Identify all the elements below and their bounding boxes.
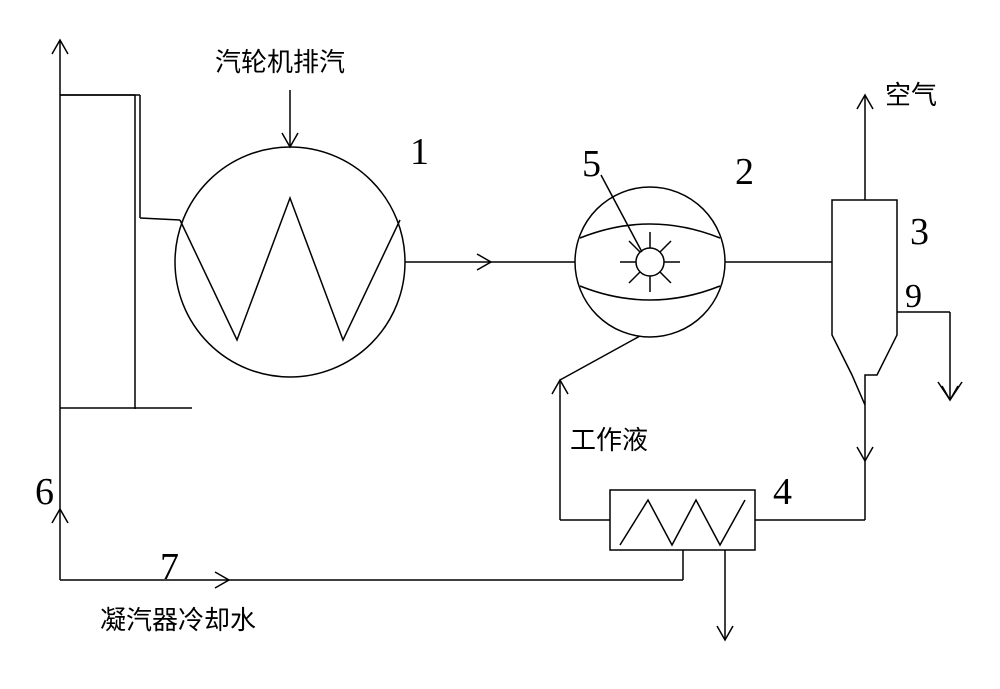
number-6: 6 [35, 470, 54, 514]
number-9: 9 [905, 278, 922, 316]
cw-top-link [140, 218, 180, 220]
pump-body [575, 187, 725, 337]
label-air: 空气 [885, 75, 937, 112]
diagram-canvas [0, 0, 1000, 689]
number-1: 1 [410, 130, 429, 174]
pointer-5 [601, 175, 642, 252]
label-working-fluid: 工作液 [570, 420, 648, 457]
label-cooling-water: 凝汽器冷却水 [100, 600, 256, 637]
number-3: 3 [910, 210, 929, 254]
number-4: 4 [773, 470, 792, 514]
number-5: 5 [582, 142, 601, 186]
cooler-coil [620, 500, 745, 545]
cw-low-link [192, 340, 237, 408]
pump-spoke [660, 241, 671, 252]
condenser-body [175, 147, 405, 377]
branch-9-tick1 [938, 382, 950, 400]
workfluid-to-pump [560, 336, 640, 380]
pump-hub [636, 248, 664, 276]
pump-spoke [629, 272, 640, 283]
branch-9-tick2 [950, 382, 962, 400]
number-7: 7 [160, 545, 179, 589]
pump-spoke [660, 272, 671, 283]
label-turbine-exhaust: 汽轮机排汽 [215, 42, 345, 79]
number-2: 2 [735, 150, 754, 194]
cw-enter [135, 95, 180, 220]
condenser-coil [180, 198, 400, 340]
separator-body [832, 200, 897, 405]
